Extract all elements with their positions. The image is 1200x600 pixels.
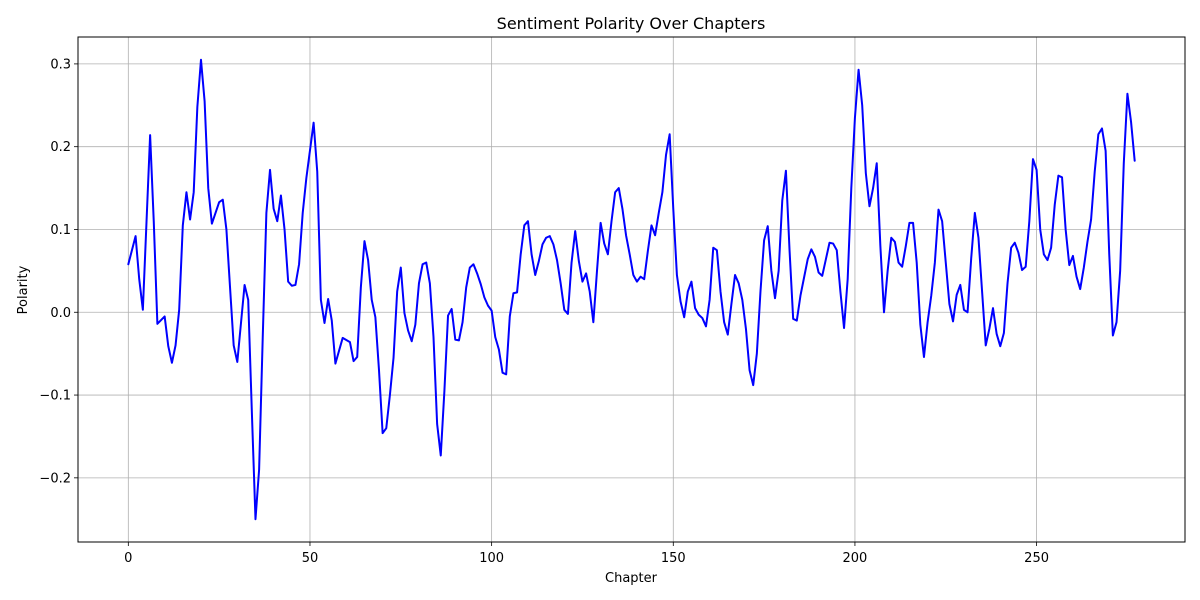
x-tick-label: 100 [479, 551, 504, 566]
y-tick-label: −0.1 [39, 389, 71, 404]
plot-frame [77, 36, 1186, 543]
chart-title: Sentiment Polarity Over Chapters [497, 14, 766, 33]
y-axis: −0.2 −0.1 0.0 0.1 0.2 0.3 [39, 57, 78, 486]
y-tick-label: 0.1 [50, 223, 71, 238]
x-tick-label: 0 [124, 551, 132, 566]
y-tick-label: 0.0 [50, 306, 71, 321]
x-tick-label: 50 [302, 551, 319, 566]
series-layer [127, 58, 1136, 521]
x-tick-label: 250 [1024, 551, 1049, 566]
x-axis: 0 50 100 150 200 250 [124, 542, 1049, 566]
y-tick-label: −0.2 [39, 471, 71, 486]
y-tick-label: 0.3 [50, 57, 71, 72]
series-line-0 [127, 58, 1136, 521]
y-axis-label: Polarity [16, 265, 31, 314]
x-tick-label: 150 [661, 551, 686, 566]
x-axis-label: Chapter [605, 571, 658, 586]
x-tick-label: 200 [843, 551, 868, 566]
y-tick-label: 0.2 [50, 140, 71, 155]
